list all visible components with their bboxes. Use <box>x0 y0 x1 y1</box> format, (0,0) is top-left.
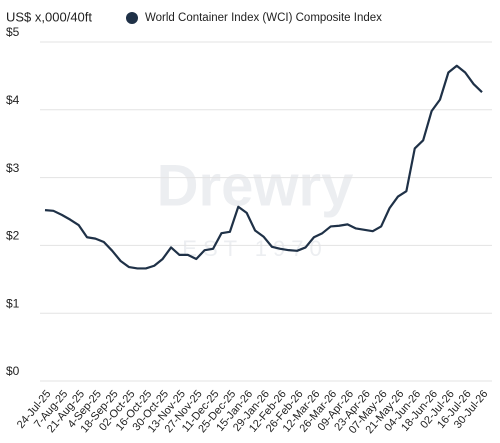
watermark-sub: EST 1970 <box>182 236 327 261</box>
y-tick-label: $0 <box>6 364 20 378</box>
y-tick-label: $4 <box>6 93 20 107</box>
data-line <box>44 64 483 270</box>
y-tick-label: $2 <box>6 229 20 243</box>
y-axis-label: US$ x,000/40ft <box>6 9 92 24</box>
y-tick-label: $1 <box>6 296 20 310</box>
y-tick-label: $3 <box>6 161 20 175</box>
legend-marker <box>126 12 138 24</box>
legend-label: World Container Index (WCI) Composite In… <box>145 12 382 24</box>
watermark: Drewry <box>157 153 354 218</box>
y-tick-label: $5 <box>6 25 20 39</box>
